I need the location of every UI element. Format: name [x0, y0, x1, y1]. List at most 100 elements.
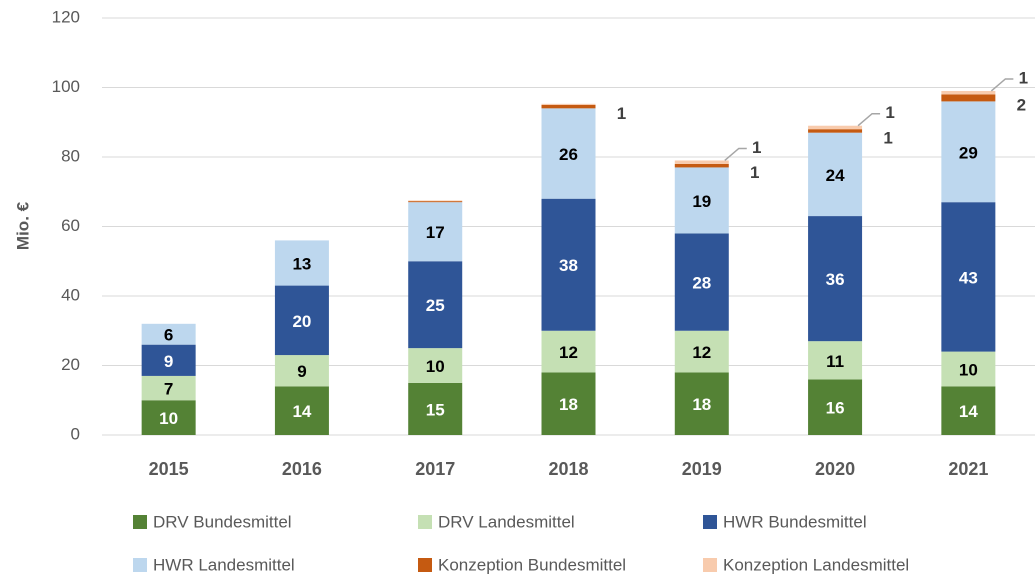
data-label: 43 [959, 268, 978, 287]
bar-segment [141, 400, 196, 435]
bar-segment [541, 198, 596, 331]
data-label: 9 [297, 362, 306, 381]
bar-segment [808, 129, 863, 133]
bar-segment [541, 104, 596, 109]
legend-swatch [133, 558, 147, 572]
bar-segment [141, 375, 196, 401]
legend-label: Konzeption Landesmittel [723, 555, 909, 574]
bar-segment [408, 200, 463, 202]
legend-label: DRV Bundesmittel [153, 512, 292, 531]
data-label: 1 [752, 138, 761, 157]
x-tick-label: 2018 [548, 459, 588, 479]
bar-segment [674, 160, 729, 164]
data-label: 10 [159, 409, 178, 428]
data-label: 16 [826, 399, 845, 418]
data-label: 12 [692, 343, 711, 362]
data-label: 36 [826, 270, 845, 289]
bar-segment [541, 108, 596, 199]
bar-segment [274, 285, 329, 356]
data-label: 25 [426, 296, 445, 315]
legend-label: HWR Landesmittel [153, 555, 295, 574]
bar-segment [941, 90, 996, 95]
legend-label: HWR Bundesmittel [723, 512, 867, 531]
bar-segment [808, 125, 863, 130]
bar-segment [408, 261, 463, 349]
bar-segment [541, 372, 596, 435]
bar-segment [941, 202, 996, 352]
data-label: 19 [692, 192, 711, 211]
legend-label: Konzeption Bundesmittel [438, 555, 626, 574]
bar-segment [674, 167, 729, 234]
data-label: 14 [959, 402, 978, 421]
bar-segment [808, 341, 863, 380]
bar-segment [141, 323, 196, 345]
bar-segment [941, 351, 996, 387]
bar-segment [674, 233, 729, 331]
bar-segment [141, 344, 196, 376]
y-tick-label: 60 [61, 216, 80, 235]
y-tick-label: 120 [52, 7, 80, 26]
data-label: 1 [883, 128, 892, 147]
bar-segment [808, 216, 863, 342]
x-tick-label: 2019 [682, 459, 722, 479]
y-tick-label: 100 [52, 77, 80, 96]
data-label: 26 [559, 145, 578, 164]
data-label: 10 [959, 360, 978, 379]
data-label: 14 [292, 402, 311, 421]
leader-line [990, 78, 1014, 92]
x-tick-label: 2015 [149, 459, 189, 479]
bar-segment [941, 94, 996, 102]
bar-segment [408, 382, 463, 435]
y-tick-label: 0 [71, 424, 80, 443]
bar-segment [274, 240, 329, 286]
leader-line [724, 147, 747, 162]
x-tick-label: 2017 [415, 459, 455, 479]
legend-swatch [703, 515, 717, 529]
legend-swatch [418, 558, 432, 572]
bar-segment [541, 103, 596, 105]
y-tick-label: 40 [61, 285, 80, 304]
y-tick-label: 20 [61, 355, 80, 374]
data-label: 18 [692, 395, 711, 414]
x-tick-label: 2020 [815, 459, 855, 479]
bar-segment [674, 163, 729, 168]
data-label: 24 [826, 166, 845, 185]
legend-label: DRV Landesmittel [438, 512, 575, 531]
data-label: 17 [426, 223, 445, 242]
bar-segment [674, 372, 729, 435]
data-label: 18 [559, 395, 578, 414]
bar-segment [408, 201, 463, 203]
bar-segment [541, 330, 596, 373]
bar-segment [274, 386, 329, 435]
x-tick-label: 2016 [282, 459, 322, 479]
legend-swatch [418, 515, 432, 529]
data-label: 2 [1017, 95, 1026, 114]
data-label: 9 [164, 352, 173, 371]
bar-segment [274, 355, 329, 387]
bar-segment [808, 379, 863, 435]
data-label: 29 [959, 143, 978, 162]
data-label: 20 [292, 312, 311, 331]
bar-segment [941, 386, 996, 435]
data-label: 6 [164, 326, 173, 345]
data-label: 12 [559, 343, 578, 362]
data-label: 38 [559, 256, 578, 275]
y-axis-title: Mio. € [13, 201, 32, 250]
data-label: 7 [164, 380, 173, 399]
bar-segment [408, 348, 463, 383]
data-label: 13 [292, 254, 311, 273]
data-label: 28 [692, 274, 711, 293]
bar-segment [808, 132, 863, 217]
bar-segment [408, 202, 463, 262]
data-label: 10 [426, 357, 445, 376]
legend-swatch [133, 515, 147, 529]
leader-line [857, 112, 881, 127]
bar-segment [941, 101, 996, 203]
data-label: 1 [885, 103, 894, 122]
x-tick-label: 2021 [948, 459, 988, 479]
data-label: 11 [826, 352, 844, 371]
data-label: 15 [426, 400, 445, 419]
bar-segment [674, 330, 729, 373]
data-label: 1 [1019, 68, 1028, 87]
